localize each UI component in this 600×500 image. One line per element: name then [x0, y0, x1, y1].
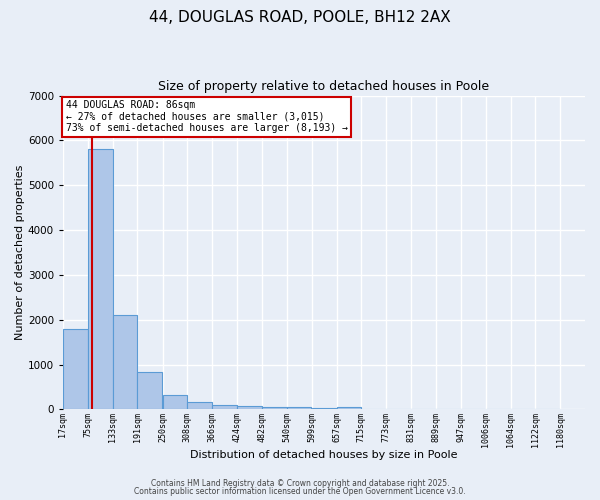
Text: 44 DOUGLAS ROAD: 86sqm
← 27% of detached houses are smaller (3,015)
73% of semi-: 44 DOUGLAS ROAD: 86sqm ← 27% of detached… — [65, 100, 347, 134]
Bar — [337, 407, 361, 410]
Bar — [113, 316, 137, 410]
Bar — [63, 328, 88, 409]
Bar — [88, 150, 113, 410]
Bar — [287, 407, 311, 410]
Bar — [262, 407, 287, 410]
Bar — [187, 402, 212, 409]
X-axis label: Distribution of detached houses by size in Poole: Distribution of detached houses by size … — [190, 450, 458, 460]
Bar — [312, 408, 337, 410]
Bar — [137, 372, 162, 410]
Title: Size of property relative to detached houses in Poole: Size of property relative to detached ho… — [158, 80, 490, 93]
Bar — [163, 394, 187, 409]
Y-axis label: Number of detached properties: Number of detached properties — [15, 165, 25, 340]
Text: Contains HM Land Registry data © Crown copyright and database right 2025.: Contains HM Land Registry data © Crown c… — [151, 478, 449, 488]
Bar — [237, 406, 262, 409]
Text: 44, DOUGLAS ROAD, POOLE, BH12 2AX: 44, DOUGLAS ROAD, POOLE, BH12 2AX — [149, 10, 451, 25]
Bar — [212, 405, 237, 409]
Text: Contains public sector information licensed under the Open Government Licence v3: Contains public sector information licen… — [134, 487, 466, 496]
